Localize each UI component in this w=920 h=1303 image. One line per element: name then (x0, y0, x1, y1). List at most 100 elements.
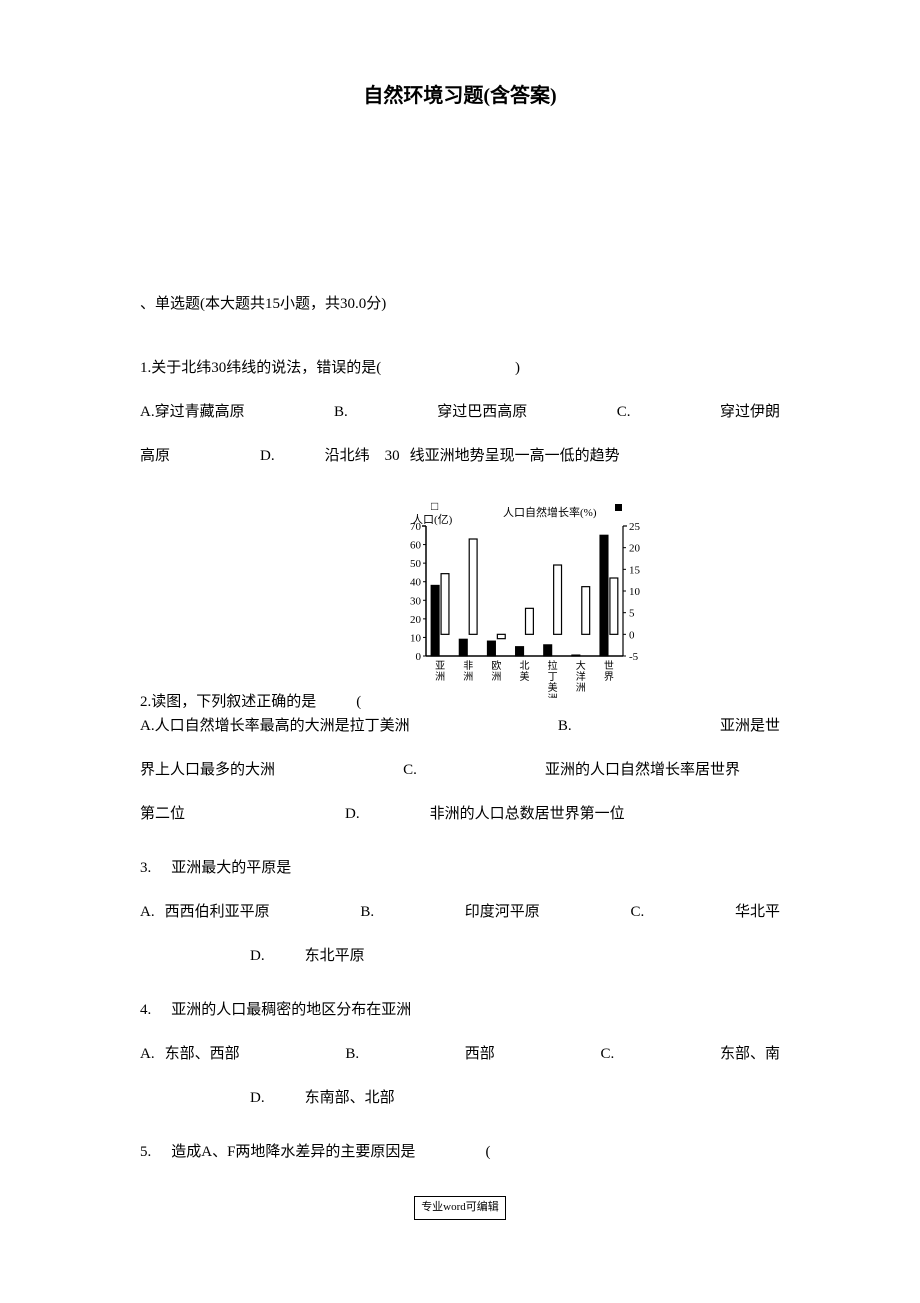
q3-options-row2: D. 东北平原 (140, 944, 780, 968)
q2-option-c-label: C. (403, 758, 417, 782)
svg-text:世: 世 (604, 660, 614, 672)
q1-option-d-text-b: 30 (385, 444, 400, 468)
svg-text:人口自然增长率(%): 人口自然增长率(%) (503, 505, 597, 519)
svg-text:0: 0 (629, 629, 635, 641)
q1-options-row1: A.穿过青藏高原 B. 穿过巴西高原 C. 穿过伊朗 (140, 400, 780, 424)
q4-stem-row: 4. 亚洲的人口最稠密的地区分布在亚洲 (140, 998, 780, 1022)
q1-option-b-label: B. (334, 400, 348, 424)
q4-num: 4. (140, 998, 151, 1022)
q5-stem: 造成A、F两地降水差异的主要原因是 (171, 1140, 415, 1164)
svg-text:非: 非 (463, 660, 473, 672)
svg-text:丁: 丁 (548, 672, 558, 683)
q1-option-b-text: 穿过巴西高原 (437, 400, 527, 424)
q5-stem-row: 5. 造成A、F两地降水差异的主要原因是 ( (140, 1140, 780, 1164)
q4-options-row2: D. 东南部、北部 (140, 1086, 780, 1110)
q1-option-d-text-a: 沿北纬 (325, 444, 370, 468)
svg-text:美: 美 (548, 681, 558, 694)
svg-text:北: 北 (520, 660, 530, 672)
svg-text:□: □ (431, 499, 438, 513)
q4-option-c-text: 东部、南 (720, 1042, 780, 1066)
svg-text:20: 20 (629, 543, 641, 555)
q5-num: 5. (140, 1140, 151, 1164)
section-header: 、单选题(本大题共15小题，共30.0分) (140, 292, 780, 316)
svg-text:-5: -5 (629, 651, 639, 663)
q1-option-c-text: 穿过伊朗 (720, 400, 780, 424)
q2-option-d-label: D. (345, 802, 360, 826)
q2-line2-a: 界上人口最多的大洲 (140, 758, 275, 782)
q3-stem: 亚洲最大的平原是 (171, 856, 291, 880)
svg-text:0: 0 (416, 651, 422, 663)
q1-option-d-text-c: 线亚洲地势呈现一高一低的趋势 (410, 444, 620, 468)
svg-text:大: 大 (576, 659, 586, 672)
q2-option-b-text: 亚洲是世 (720, 714, 780, 738)
svg-text:界: 界 (604, 671, 614, 683)
population-chart: □人口(亿)人口自然增长率(%)010203040506070-50510152… (391, 498, 661, 706)
svg-text:洲: 洲 (435, 671, 445, 683)
svg-text:洲: 洲 (548, 693, 558, 698)
svg-text:欧: 欧 (492, 660, 502, 672)
q2-option-b-label: B. (558, 714, 572, 738)
q2-options-row3: 第二位 D. 非洲的人口总数居世界第一位 (140, 802, 780, 826)
svg-text:60: 60 (410, 540, 422, 552)
q2-option-d-text: 非洲的人口总数居世界第一位 (430, 802, 625, 826)
svg-text:拉: 拉 (548, 659, 558, 672)
question-2: 2.读图，下列叙述正确的是 ( □人口(亿)人口自然增长率(%)01020304… (140, 498, 780, 826)
q1-line2-a: 高原 (140, 444, 170, 468)
svg-text:20: 20 (410, 614, 422, 626)
svg-text:美: 美 (520, 670, 530, 683)
svg-text:洲: 洲 (492, 671, 502, 683)
svg-text:40: 40 (410, 577, 422, 589)
q4-option-b-label: B. (345, 1042, 359, 1066)
q1-stem-close: ) (515, 356, 520, 380)
q3-stem-row: 3. 亚洲最大的平原是 (140, 856, 780, 880)
q4-option-a-text: 东部、西部 (165, 1042, 240, 1066)
question-1: 1.关于北纬30纬线的说法，错误的是( ) A.穿过青藏高原 B. 穿过巴西高原… (140, 356, 780, 468)
question-4: 4. 亚洲的人口最稠密的地区分布在亚洲 A. 东部、西部 B. 西部 C. 东部… (140, 998, 780, 1110)
q4-option-d-text: 东南部、北部 (305, 1086, 395, 1110)
q2-line3-a: 第二位 (140, 802, 185, 826)
q3-option-d-text: 东北平原 (305, 944, 365, 968)
q3-option-a-label: A. (140, 900, 155, 924)
svg-text:10: 10 (629, 586, 641, 598)
q4-option-d-label: D. (250, 1086, 265, 1110)
svg-text:50: 50 (410, 558, 422, 570)
svg-text:5: 5 (629, 608, 635, 620)
svg-text:洲: 洲 (463, 671, 473, 683)
page-title: 自然环境习题(含答案) (140, 80, 780, 112)
q3-option-d-label: D. (250, 944, 265, 968)
q2-stem-paren: ( (356, 690, 361, 714)
q3-option-a-text: 西西伯利亚平原 (165, 900, 270, 924)
footer-box: 专业word可编辑 (414, 1196, 506, 1220)
q4-option-c-label: C. (601, 1042, 615, 1066)
svg-text:洲: 洲 (576, 682, 586, 694)
q4-option-a-label: A. (140, 1042, 155, 1066)
q3-options-row1: A. 西西伯利亚平原 B. 印度河平原 C. 华北平 (140, 900, 780, 924)
q2-options-row1: A.人口自然增长率最高的大洲是拉丁美洲 B. 亚洲是世 (140, 714, 780, 738)
q1-option-c-label: C. (617, 400, 631, 424)
svg-text:10: 10 (410, 632, 422, 644)
svg-text:30: 30 (410, 595, 422, 607)
svg-text:亚: 亚 (435, 661, 445, 672)
q3-option-b-text: 印度河平原 (465, 900, 540, 924)
q1-option-d-label: D. (260, 444, 275, 468)
footer: 专业word可编辑 (140, 1194, 780, 1220)
q1-stem: 1.关于北纬30纬线的说法，错误的是( (140, 356, 381, 380)
q2-option-c-text: 亚洲的人口自然增长率居世界 (545, 758, 740, 782)
svg-text:15: 15 (629, 564, 641, 576)
q4-option-b-text: 西部 (465, 1042, 495, 1066)
q3-option-c-text: 华北平 (735, 900, 780, 924)
svg-text:70: 70 (410, 521, 422, 533)
svg-text:洋: 洋 (576, 670, 586, 683)
q3-option-b-label: B. (360, 900, 374, 924)
q3-num: 3. (140, 856, 151, 880)
question-5: 5. 造成A、F两地降水差异的主要原因是 ( (140, 1140, 780, 1164)
q1-stem-row: 1.关于北纬30纬线的说法，错误的是( ) (140, 356, 780, 380)
q1-option-a: A.穿过青藏高原 (140, 400, 245, 424)
q2-option-a: A.人口自然增长率最高的大洲是拉丁美洲 (140, 714, 410, 738)
q3-option-c-label: C. (631, 900, 645, 924)
q2-options-row2: 界上人口最多的大洲 C. 亚洲的人口自然增长率居世界 (140, 758, 780, 782)
q2-stem: 2.读图，下列叙述正确的是 (140, 690, 316, 714)
q5-stem-paren: ( (485, 1140, 490, 1164)
q4-options-row1: A. 东部、西部 B. 西部 C. 东部、南 (140, 1042, 780, 1066)
svg-text:25: 25 (629, 521, 641, 533)
